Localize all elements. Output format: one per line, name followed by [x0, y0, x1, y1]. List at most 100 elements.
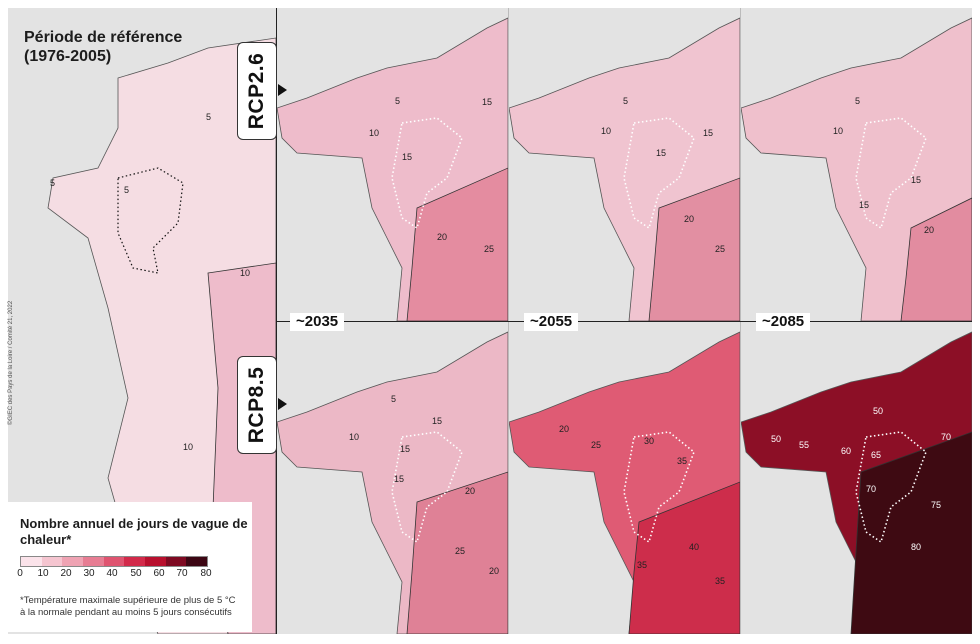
legend-tick: 40 [106, 568, 118, 579]
contour-label: 5 [623, 96, 628, 106]
contour-label: 35 [715, 576, 725, 586]
contour-label: 20 [437, 232, 447, 242]
contour-label: 15 [656, 148, 666, 158]
scenario-arrow-icon [278, 398, 287, 410]
contour-label: 15 [394, 474, 404, 484]
map-rcp85-2035: 5 10 15 15 15 20 25 20 [277, 322, 508, 634]
period-label-2055: ~2055 [524, 313, 579, 331]
region-border [623, 117, 695, 230]
legend-tick: 60 [153, 568, 165, 579]
legend-tick: 80 [200, 568, 212, 579]
legend-footnote-line1: *Température maximale supérieure de plus… [20, 595, 236, 606]
contour-label: 50 [873, 406, 883, 416]
contour-label: 10 [240, 268, 250, 278]
legend-swatch [186, 557, 208, 566]
contour-label: 15 [400, 444, 410, 454]
reference-title: Période de référence (1976-2005) [24, 28, 182, 66]
scenario-label-text: RCP8.5 [245, 366, 268, 444]
legend-box: Nombre annuel de jours de vague de chale… [8, 502, 252, 632]
legend-tick: 0 [17, 568, 23, 579]
contour-label: 15 [859, 200, 869, 210]
contour-label: 55 [799, 440, 809, 450]
contour-label: 65 [871, 450, 881, 460]
contour-label: 10 [833, 126, 843, 136]
contour-label: 5 [124, 185, 129, 195]
legend-swatch [21, 557, 42, 566]
east-zone [648, 177, 740, 321]
contour-label: 10 [349, 432, 359, 442]
reference-title-line2: (1976-2005) [24, 48, 112, 65]
region-border [391, 431, 463, 544]
legend-tick: 70 [176, 568, 188, 579]
legend-tick: 50 [130, 568, 142, 579]
contour-label: 25 [715, 244, 725, 254]
legend-swatch [83, 557, 104, 566]
legend-swatch [145, 557, 166, 566]
contour-label: 20 [489, 566, 499, 576]
contour-label: 60 [841, 446, 851, 456]
period-label-2035: ~2035 [290, 313, 345, 331]
contour-label: 15 [402, 152, 412, 162]
reference-title-line1: Période de référence [24, 29, 183, 46]
contour-label: 5 [395, 96, 400, 106]
east-zone [406, 167, 508, 321]
timeline-line [276, 321, 972, 322]
legend-tick: 20 [60, 568, 72, 579]
period-label-2085: ~2085 [756, 313, 811, 331]
legend-swatch [62, 557, 84, 566]
contour-label: 70 [866, 484, 876, 494]
contour-label: 75 [931, 500, 941, 510]
legend-color-bar [20, 556, 208, 567]
contour-label: 5 [206, 112, 211, 122]
east-zone [850, 431, 972, 634]
contour-label: 25 [455, 546, 465, 556]
contour-label: 5 [391, 394, 396, 404]
legend-footnote: *Température maximale supérieure de plus… [20, 595, 256, 619]
east-zone [628, 481, 740, 634]
legend-tick: 30 [83, 568, 95, 579]
contour-label: 5 [855, 96, 860, 106]
map-rcp85-2085: 50 50 55 60 65 70 70 75 80 [741, 322, 972, 634]
scenario-arrow-icon [278, 84, 287, 96]
map-rcp26-2035: 5 10 15 15 20 25 [277, 8, 508, 321]
contour-label: 30 [644, 436, 654, 446]
contour-label: 80 [911, 542, 921, 552]
map-rcp85-2055: 20 25 30 35 35 40 35 [509, 322, 740, 634]
legend-swatch [124, 557, 146, 566]
contour-label: 40 [689, 542, 699, 552]
contour-label: 15 [911, 175, 921, 185]
copyright-note: ©GIEC des Pays de la Loire / Comité 21, … [8, 300, 14, 425]
contour-label: 20 [684, 214, 694, 224]
contour-label: 15 [432, 416, 442, 426]
legend-swatch [41, 557, 63, 566]
region-border [391, 117, 463, 230]
contour-label: 35 [637, 560, 647, 570]
legend-swatch [103, 557, 125, 566]
contour-label: 10 [183, 442, 193, 452]
contour-label: 15 [482, 97, 492, 107]
map-rcp26-2085: 5 10 15 15 20 [741, 8, 972, 321]
contour-label: 50 [771, 434, 781, 444]
region-border [855, 117, 927, 230]
contour-label: 20 [559, 424, 569, 434]
contour-label: 10 [369, 128, 379, 138]
scenario-label-text: RCP2.6 [245, 52, 268, 130]
contour-label: 70 [941, 432, 951, 442]
map-rcp26-2055: 5 10 15 20 15 25 [509, 8, 740, 321]
legend-footnote-line2: à la normale pendant au moins 5 jours co… [20, 607, 232, 618]
region-border [623, 431, 695, 544]
legend-title: Nombre annuel de jours de vague de chale… [20, 516, 248, 547]
east-zone [900, 197, 972, 321]
contour-label: 35 [677, 456, 687, 466]
contour-label: 20 [465, 486, 475, 496]
contour-label: 15 [703, 128, 713, 138]
contour-label: 25 [591, 440, 601, 450]
region-border [855, 431, 927, 544]
east-zone [406, 471, 508, 634]
contour-label: 5 [50, 178, 55, 188]
scenario-label-rcp85: RCP8.5 [237, 356, 277, 454]
contour-label: 10 [601, 126, 611, 136]
legend-ticks: 0 10 20 30 40 50 60 70 80 [16, 568, 216, 582]
legend-tick: 10 [37, 568, 49, 579]
legend-swatch [165, 557, 187, 566]
